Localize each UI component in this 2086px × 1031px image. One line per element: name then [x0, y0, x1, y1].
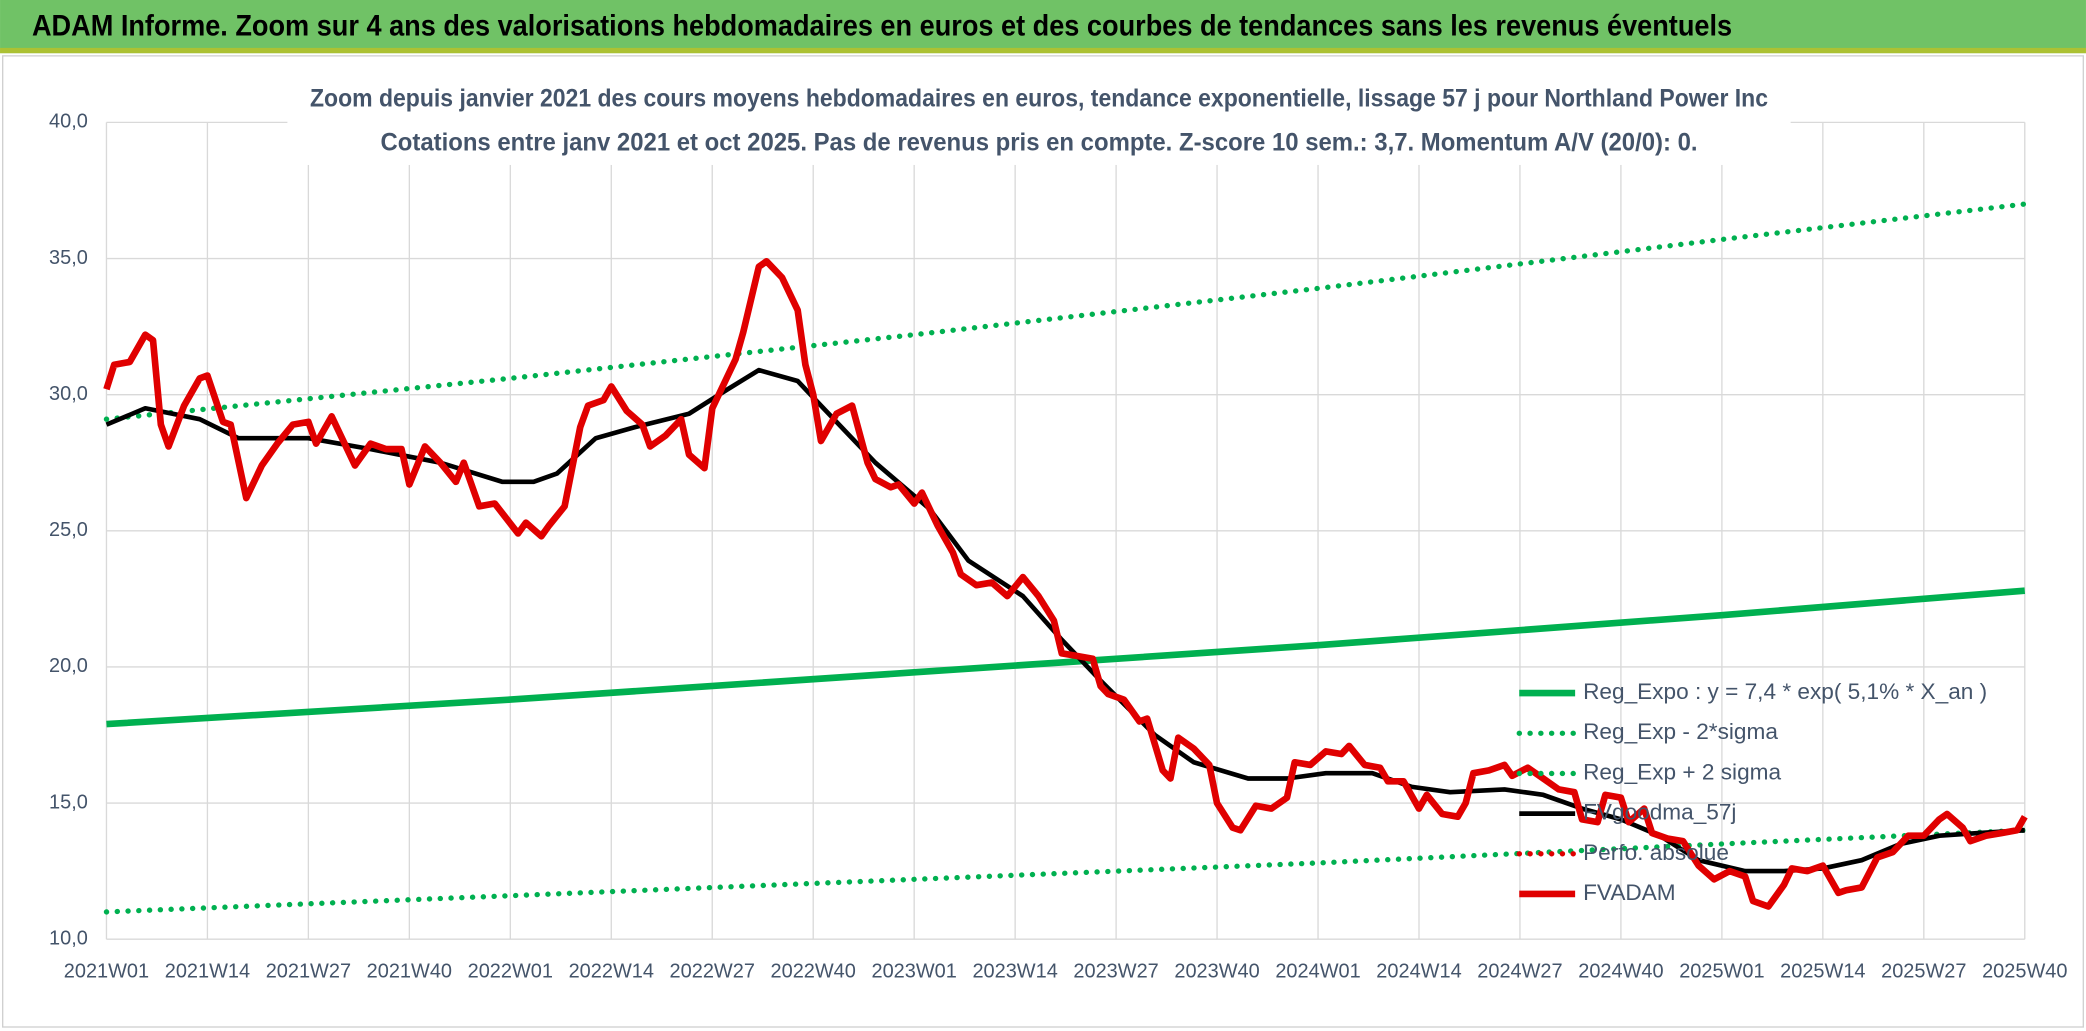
x-tick-label: 2023W01	[871, 961, 956, 983]
header-bar	[0, 0, 2086, 54]
x-tick-label: 2024W14	[1376, 961, 1461, 983]
x-tick-label: 2025W40	[1982, 961, 2067, 983]
legend: Reg_Expo : y = 7,4 * exp( 5,1% * X_an ) R…	[1516, 679, 1987, 905]
chart-title: Zoom depuis janvier 2021 des cours moyen…	[310, 84, 1768, 112]
x-tick-label: 2025W01	[1679, 961, 1764, 983]
x-tick-label: 2025W14	[1780, 961, 1865, 983]
x-tick-label: 2024W27	[1477, 961, 1562, 983]
series-line	[103, 201, 2028, 422]
x-tick-label: 2023W27	[1073, 961, 1158, 983]
legend-label: Perfo. absolue	[1583, 840, 1729, 865]
x-tick-label: 2024W01	[1275, 961, 1360, 983]
y-tick-label: 20,0	[49, 655, 88, 677]
x-tick-label: 2024W40	[1578, 961, 1663, 983]
x-tick-label: 2025W27	[1881, 961, 1966, 983]
chart-frame	[2, 55, 2084, 1028]
y-tick-label: 30,0	[49, 383, 88, 405]
legend-label: FVgoodma_57j	[1583, 800, 1736, 825]
x-tick-label: 2023W14	[972, 961, 1057, 983]
x-tick-label: 2022W40	[771, 961, 856, 983]
legend-label: Reg_Exp + 2 sigma	[1583, 759, 1781, 784]
series-group	[103, 201, 2028, 915]
y-tick-label: 25,0	[49, 519, 88, 541]
series-line	[103, 257, 2028, 910]
legend-label: FVADAM	[1583, 880, 1676, 905]
x-tick-label: 2022W14	[569, 961, 654, 983]
x-tick-label: 2021W01	[64, 961, 149, 983]
legend-label: Reg_Expo : y = 7,4 * exp( 5,1% * X_an )	[1583, 679, 1987, 704]
x-tick-label: 2021W14	[165, 961, 250, 983]
legend-label: Reg_Exp - 2*sigma	[1583, 719, 1778, 744]
y-tick-label: 40,0	[49, 111, 88, 133]
y-tick-label: 15,0	[49, 791, 88, 813]
header-rule	[0, 47, 2086, 54]
title-backdrop	[287, 82, 1791, 165]
series-line	[106, 587, 2026, 728]
y-tick-label: 35,0	[49, 247, 88, 269]
x-tick-label: 2021W27	[266, 961, 351, 983]
chart-subtitle: Cotations entre janv 2021 et oct 2025. P…	[380, 128, 1697, 156]
x-tick-label: 2022W01	[468, 961, 553, 983]
header-title: ADAM Informe. Zoom sur 4 ans des valoris…	[32, 11, 1732, 43]
x-tick-label: 2021W40	[367, 961, 452, 983]
x-tick-label: 2022W27	[670, 961, 755, 983]
series-line	[103, 827, 2028, 915]
x-tick-label: 2023W40	[1174, 961, 1259, 983]
y-tick-label: 10,0	[49, 927, 88, 949]
